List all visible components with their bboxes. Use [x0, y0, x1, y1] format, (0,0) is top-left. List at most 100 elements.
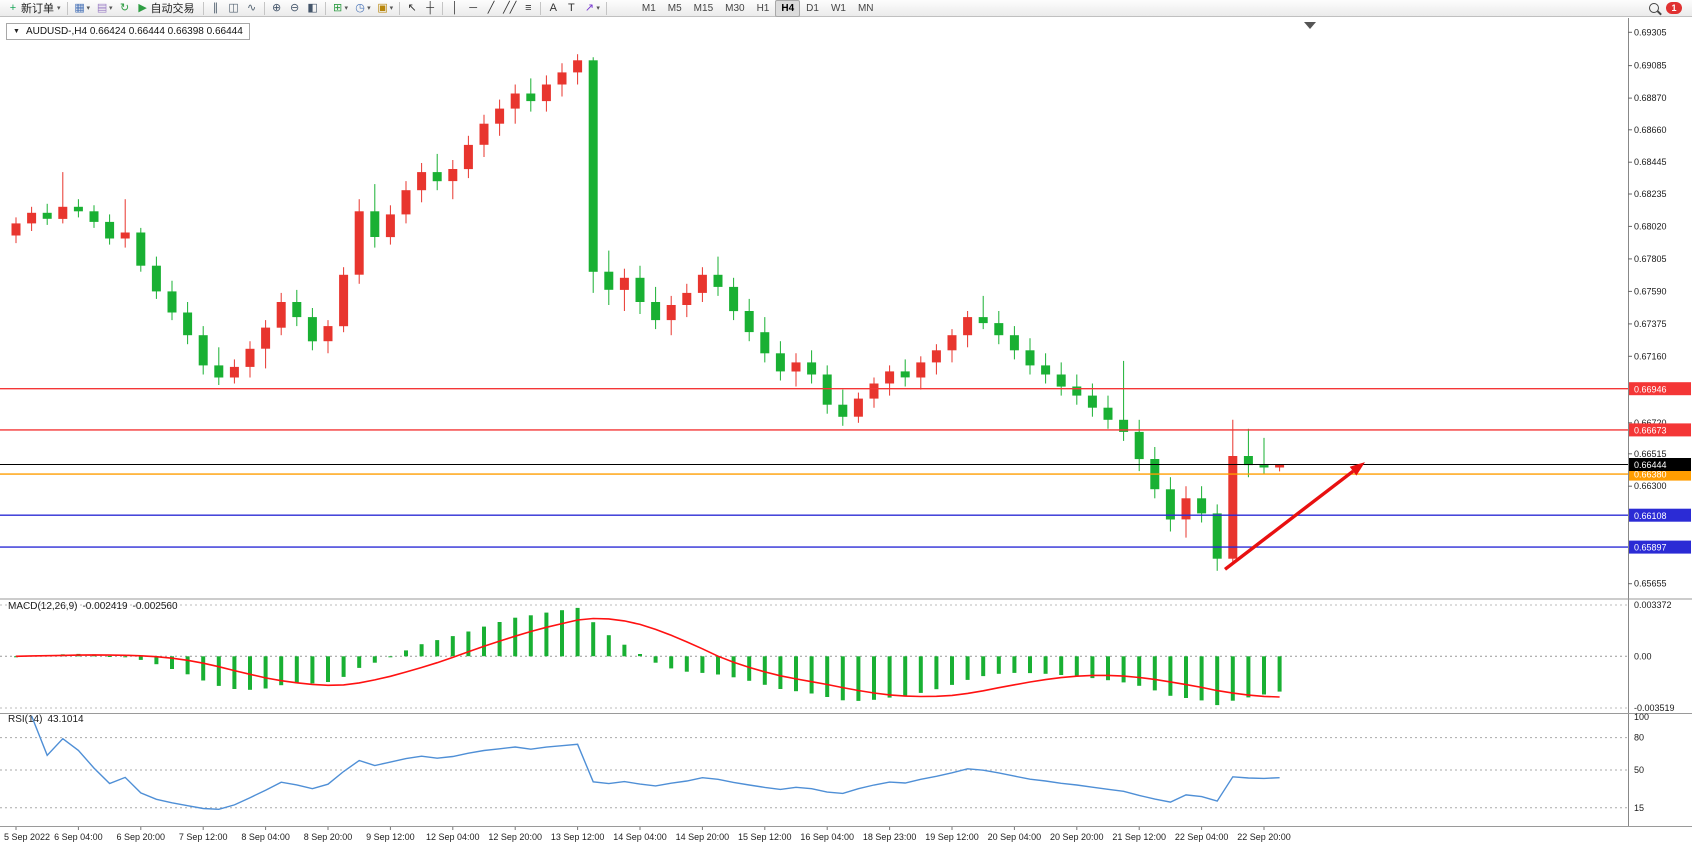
resistance-line-1-price-label: 0.66946: [1629, 382, 1691, 396]
text-label-button[interactable]: T: [562, 1, 580, 16]
new-order-plus-icon: +: [9, 1, 17, 14]
svg-text:0.65897: 0.65897: [1634, 543, 1667, 553]
svg-text:16 Sep 04:00: 16 Sep 04:00: [800, 832, 854, 842]
svg-text:0.69305: 0.69305: [1634, 27, 1667, 37]
notification-badge[interactable]: 1: [1666, 2, 1682, 14]
svg-text:18 Sep 23:00: 18 Sep 23:00: [863, 832, 917, 842]
timeframe-d1[interactable]: D1: [806, 2, 819, 14]
chart-canvas[interactable]: 0.69305 0.69085 0.68870 0.68660 0.68445 0.682…: [0, 18, 1692, 848]
chart-profiles-icon: ▤: [96, 1, 108, 14]
macd-histogram: [14, 607, 1282, 706]
timeframe-h1[interactable]: H1: [756, 2, 770, 14]
timeframe-m5[interactable]: M5: [667, 2, 682, 14]
new-order-button[interactable]: + 新订单 ▾: [4, 1, 64, 16]
macd-signal-line: [15, 617, 1280, 698]
svg-text:50: 50: [1634, 765, 1644, 775]
indicators-button[interactable]: ⊞ ▾: [329, 1, 352, 16]
dropdown-caret-icon: ▾: [57, 5, 61, 12]
profiles-button[interactable]: ▤ ▾: [93, 1, 116, 16]
timeframe-h4[interactable]: H4: [775, 0, 801, 17]
toolbar-separator: [605, 1, 607, 15]
text-button[interactable]: A: [544, 1, 562, 16]
text-icon: A: [549, 1, 558, 14]
svg-text:0.68235: 0.68235: [1634, 189, 1667, 199]
refresh-button[interactable]: ↻: [116, 1, 134, 16]
toolbar-separator: [399, 1, 401, 15]
autotrading-button[interactable]: ▶ 自动交易: [134, 1, 200, 16]
svg-text:0.66673: 0.66673: [1634, 426, 1667, 436]
dropdown-caret-icon: ▾: [109, 5, 113, 12]
trendline-icon: ╱: [487, 1, 495, 14]
zoom-out-icon: ⊖: [289, 1, 300, 14]
cursor-button[interactable]: ↖: [403, 1, 421, 16]
crosshair-button[interactable]: ┼: [421, 1, 439, 16]
price-line-labels: 0.66946 0.66673 0.66380 0.66108 0.65897 0.664…: [1629, 382, 1691, 554]
new-order-button-label: 新订单: [21, 3, 54, 15]
channel-icon: ╱╱: [503, 1, 517, 14]
trend-arrow-annotation[interactable]: [1223, 462, 1365, 571]
timeframe-mn[interactable]: MN: [857, 2, 874, 14]
vertical-line-button[interactable]: │: [446, 1, 464, 16]
toolbar-separator: [263, 1, 265, 15]
candlestick-type-button[interactable]: ◫: [225, 1, 243, 16]
chart-shift-marker-icon[interactable]: [1304, 22, 1316, 29]
toolbar-separator: [324, 1, 326, 15]
svg-text:0.66108: 0.66108: [1634, 511, 1667, 521]
templates-button[interactable]: ▣ ▾: [374, 1, 397, 16]
svg-text:0.68660: 0.68660: [1634, 125, 1667, 135]
collapse-chart-icon[interactable]: ▼: [13, 28, 20, 35]
svg-text:15: 15: [1634, 803, 1644, 813]
toolbar-separator: [202, 1, 204, 15]
timeframe-m1[interactable]: M1: [641, 2, 656, 14]
fibonacci-button[interactable]: ≡: [519, 1, 537, 16]
svg-text:0.65655: 0.65655: [1634, 579, 1667, 589]
timeframe-m30[interactable]: M30: [725, 2, 745, 14]
svg-text:0.66380: 0.66380: [1634, 470, 1667, 480]
new-chart-button[interactable]: ▦ ▾: [71, 1, 94, 16]
chart-svg[interactable]: 0.69305 0.69085 0.68870 0.68660 0.68445 0.682…: [0, 18, 1692, 848]
toolbar-right-cluster: 1: [1649, 2, 1688, 14]
timeframe-w1[interactable]: W1: [830, 2, 846, 14]
horizontal-line-button[interactable]: ─: [464, 1, 482, 16]
refresh-icon: ↻: [119, 1, 130, 14]
toolbar-separator: [540, 1, 542, 15]
candlestick-icon: ◫: [228, 1, 239, 14]
zoom-in-button[interactable]: ⊕: [268, 1, 286, 16]
svg-text:14 Sep 04:00: 14 Sep 04:00: [613, 832, 667, 842]
arrows-button[interactable]: ↗ ▾: [580, 1, 603, 16]
time-axis[interactable]: 5 Sep 2022 6 Sep 04:00 6 Sep 20:00 7 Sep 12…: [4, 827, 1291, 842]
autotrading-button-label: 自动交易: [150, 3, 195, 15]
svg-text:20 Sep 04:00: 20 Sep 04:00: [988, 832, 1042, 842]
timeframe-m15[interactable]: M15: [693, 2, 714, 14]
autotrading-play-icon: ▶: [138, 1, 147, 14]
svg-text:12 Sep 04:00: 12 Sep 04:00: [426, 832, 480, 842]
ohlc-bars-icon: ∥: [212, 1, 219, 14]
channel-button[interactable]: ╱╱: [500, 1, 519, 16]
svg-text:0.66946: 0.66946: [1634, 384, 1667, 394]
periods-button[interactable]: ◷ ▾: [351, 1, 374, 16]
svg-text:0.67375: 0.67375: [1634, 319, 1667, 329]
bar-chart-type-button[interactable]: ∥: [207, 1, 225, 16]
chart-title-text: AUDUSD-,H4 0.66424 0.66444 0.66398 0.664…: [25, 26, 243, 37]
line-chart-type-button[interactable]: ∿: [243, 1, 261, 16]
rsi-line: [30, 715, 1280, 811]
dropdown-caret-icon: ▾: [389, 5, 394, 12]
support-line-2-price-label: 0.65897: [1629, 540, 1691, 554]
zoom-out-button[interactable]: ⊖: [286, 1, 304, 16]
fibonacci-icon: ≡: [525, 1, 532, 14]
toolbar-separator: [66, 1, 68, 15]
svg-text:21 Sep 12:00: 21 Sep 12:00: [1112, 832, 1166, 842]
tile-windows-button[interactable]: ◧: [304, 1, 322, 16]
svg-text:5 Sep 2022: 5 Sep 2022: [4, 832, 50, 842]
vertical-line-icon: │: [451, 1, 459, 14]
price-axis[interactable]: 0.69305 0.69085 0.68870 0.68660 0.68445 0.682…: [1628, 18, 1667, 826]
rsi-pane: 100 80 50 15: [0, 712, 1649, 813]
search-icon[interactable]: [1649, 3, 1659, 13]
svg-text:20 Sep 20:00: 20 Sep 20:00: [1050, 832, 1104, 842]
svg-text:8 Sep 04:00: 8 Sep 04:00: [241, 832, 290, 842]
clock-icon: ◷: [355, 1, 365, 14]
trendline-button[interactable]: ╱: [482, 1, 500, 16]
svg-text:0.003372: 0.003372: [1634, 600, 1672, 610]
svg-text:0.66515: 0.66515: [1634, 449, 1667, 459]
svg-text:0.68445: 0.68445: [1634, 157, 1667, 167]
